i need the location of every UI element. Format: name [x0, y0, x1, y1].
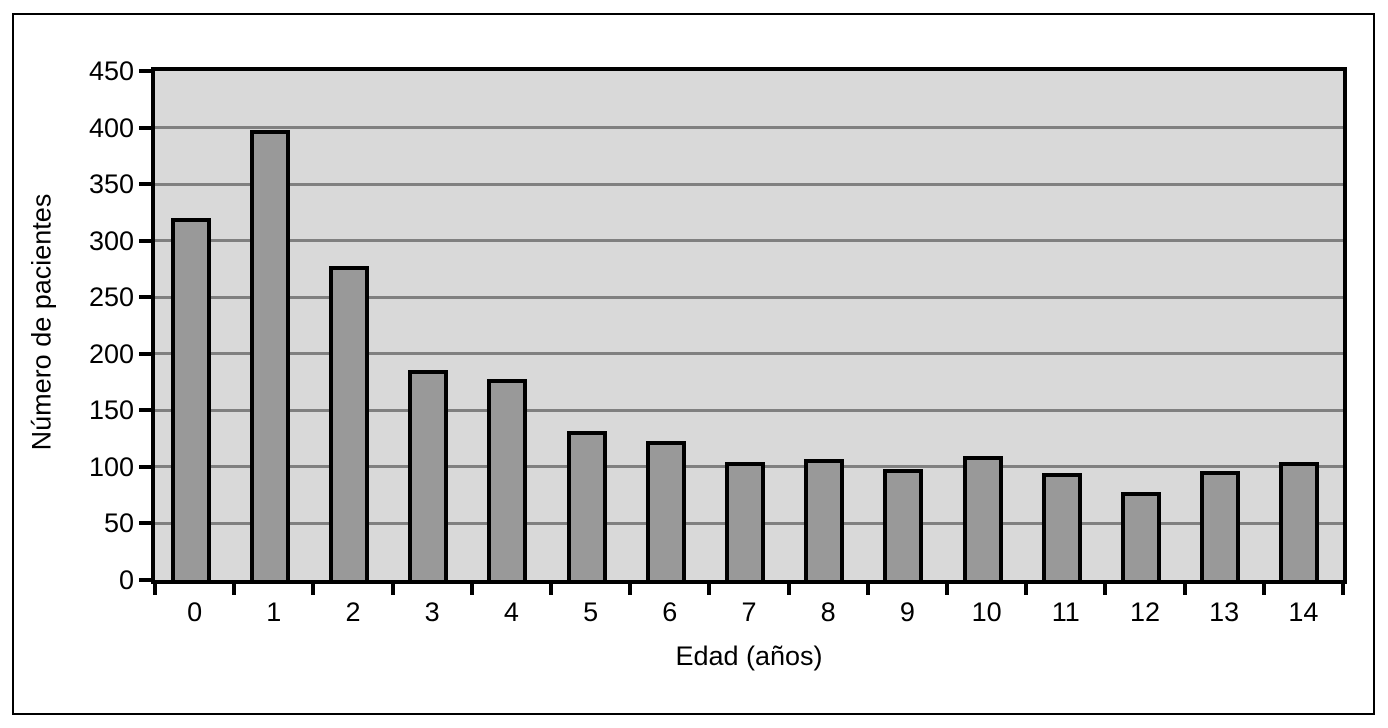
y-tick-label: 100 — [88, 451, 134, 482]
bar — [645, 441, 686, 580]
x-tick-label: 2 — [345, 597, 361, 627]
plot-area — [151, 67, 1347, 584]
bar — [1279, 462, 1320, 580]
x-tick-mark — [469, 584, 474, 595]
x-tick-label: 10 — [971, 597, 1002, 627]
y-tick-mark — [139, 125, 153, 130]
bar — [962, 456, 1003, 580]
x-tick-label: 3 — [424, 597, 440, 627]
x-tick-mark — [390, 584, 395, 595]
x-tick-label: 5 — [583, 597, 599, 627]
x-tick-mark — [786, 584, 791, 595]
x-tick-label: 14 — [1288, 597, 1319, 627]
y-tick-mark — [139, 521, 153, 526]
bar — [566, 431, 607, 580]
y-tick-mark — [139, 408, 153, 413]
gridline — [155, 408, 1343, 412]
bar — [487, 379, 528, 580]
y-tick-label: 0 — [118, 565, 134, 595]
gridline — [155, 182, 1343, 186]
bar — [1200, 471, 1241, 580]
x-tick-mark — [945, 584, 949, 595]
x-tick-label: 12 — [1129, 597, 1161, 627]
bar — [1041, 473, 1082, 580]
bar — [170, 218, 211, 580]
x-tick-mark — [1103, 584, 1108, 595]
x-tick-label: 7 — [741, 597, 757, 627]
x-tick-mark — [1182, 584, 1187, 595]
bar — [883, 469, 924, 580]
y-tick-mark — [139, 351, 153, 356]
x-tick-mark — [153, 584, 157, 595]
bar — [725, 462, 765, 580]
x-tick-label: 0 — [187, 597, 203, 627]
x-tick-mark — [549, 584, 553, 595]
x-tick-label: 11 — [1051, 597, 1080, 627]
bar — [804, 459, 845, 580]
x-axis-title: Edad (años) — [675, 641, 823, 671]
x-tick-label: 8 — [820, 597, 836, 627]
y-tick-label: 50 — [103, 508, 134, 539]
x-tick-mark — [1024, 584, 1029, 595]
x-tick-label: 13 — [1209, 597, 1240, 627]
x-tick-mark — [1341, 584, 1345, 595]
x-tick-label: 1 — [266, 597, 282, 627]
gridline — [155, 295, 1343, 299]
gridline — [155, 126, 1343, 130]
y-tick-mark — [139, 238, 153, 243]
x-tick-label: 6 — [662, 597, 678, 627]
y-tick-mark — [139, 295, 153, 300]
x-tick-mark — [628, 584, 633, 595]
y-tick-mark — [139, 69, 153, 73]
y-tick-label: 150 — [88, 395, 134, 426]
x-tick-mark — [232, 584, 237, 595]
gridline — [155, 239, 1343, 243]
y-tick-mark — [139, 182, 153, 187]
y-tick-label: 400 — [88, 112, 134, 143]
bar — [329, 266, 369, 580]
y-tick-label: 450 — [88, 56, 134, 86]
bar — [1121, 492, 1161, 580]
y-tick-label: 200 — [88, 338, 134, 369]
x-tick-mark — [865, 584, 870, 595]
x-tick-label: 4 — [503, 597, 519, 627]
y-tick-label: 300 — [88, 225, 134, 256]
bar — [249, 130, 290, 580]
y-tick-label: 250 — [88, 282, 134, 313]
y-axis-title: Número de pacientes — [26, 193, 57, 451]
y-tick-label: 350 — [88, 169, 134, 200]
gridline — [155, 352, 1343, 356]
bar — [408, 370, 449, 580]
x-tick-mark — [311, 584, 316, 595]
y-tick-mark — [139, 578, 153, 582]
y-tick-mark — [139, 464, 153, 469]
x-tick-mark — [1261, 584, 1266, 595]
x-tick-label: 9 — [899, 597, 915, 627]
x-tick-mark — [707, 584, 712, 595]
